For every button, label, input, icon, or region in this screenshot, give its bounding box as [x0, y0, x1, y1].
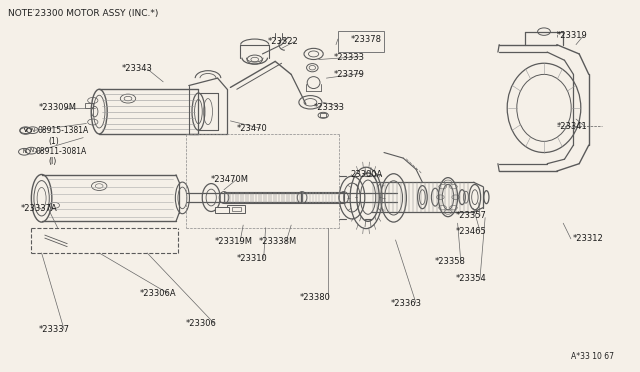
Text: *23363: *23363 — [390, 299, 421, 308]
Text: *23319: *23319 — [557, 31, 588, 40]
Bar — [215, 207, 229, 213]
Text: *23333: *23333 — [314, 103, 344, 112]
Text: (1): (1) — [48, 137, 59, 146]
Text: *23343: *23343 — [122, 64, 152, 73]
Text: 08915-1381A: 08915-1381A — [37, 126, 88, 135]
Bar — [302, 192, 344, 203]
Text: 23300A: 23300A — [351, 170, 383, 179]
Text: *23354: *23354 — [456, 274, 486, 283]
Text: A*33 10 67: A*33 10 67 — [572, 352, 614, 361]
Text: *23322: *23322 — [268, 37, 298, 46]
Text: NOTE′23300 MOTOR ASSY (INC.*): NOTE′23300 MOTOR ASSY (INC.*) — [8, 9, 158, 17]
Text: V: V — [24, 128, 28, 134]
Text: *23341: *23341 — [557, 122, 588, 131]
Text: N: N — [29, 148, 33, 153]
Bar — [302, 192, 344, 203]
Text: *23309M: *23309M — [38, 103, 76, 112]
Bar — [224, 192, 301, 203]
Text: *23310: *23310 — [237, 254, 268, 263]
Text: *23465: *23465 — [456, 227, 486, 236]
Text: *23338M: *23338M — [259, 237, 298, 246]
Bar — [224, 192, 301, 203]
Text: *23319M: *23319M — [214, 237, 252, 246]
Text: *23306: *23306 — [186, 319, 216, 328]
Text: *23379: *23379 — [334, 70, 365, 79]
Text: *23470: *23470 — [237, 124, 268, 133]
Bar — [338, 31, 384, 52]
Text: N: N — [31, 128, 35, 133]
Text: *23378: *23378 — [351, 35, 381, 44]
Text: N: N — [22, 149, 26, 154]
Text: 08911-3081A: 08911-3081A — [35, 147, 86, 156]
Text: *23380: *23380 — [300, 293, 330, 302]
Text: *23312: *23312 — [573, 234, 604, 243]
Text: V: V — [24, 128, 28, 133]
Bar — [232, 207, 241, 211]
Text: *23333: *23333 — [334, 53, 365, 62]
Text: *23337A: *23337A — [20, 204, 57, 213]
Text: *23357: *23357 — [456, 211, 486, 220]
Text: *23306A: *23306A — [140, 289, 176, 298]
Text: *23337: *23337 — [38, 325, 69, 334]
Text: (I): (I) — [48, 157, 56, 166]
Bar — [227, 205, 245, 213]
Bar — [85, 103, 93, 108]
Text: *23358: *23358 — [435, 257, 466, 266]
Bar — [320, 113, 326, 117]
Text: *23470M: *23470M — [211, 175, 249, 184]
